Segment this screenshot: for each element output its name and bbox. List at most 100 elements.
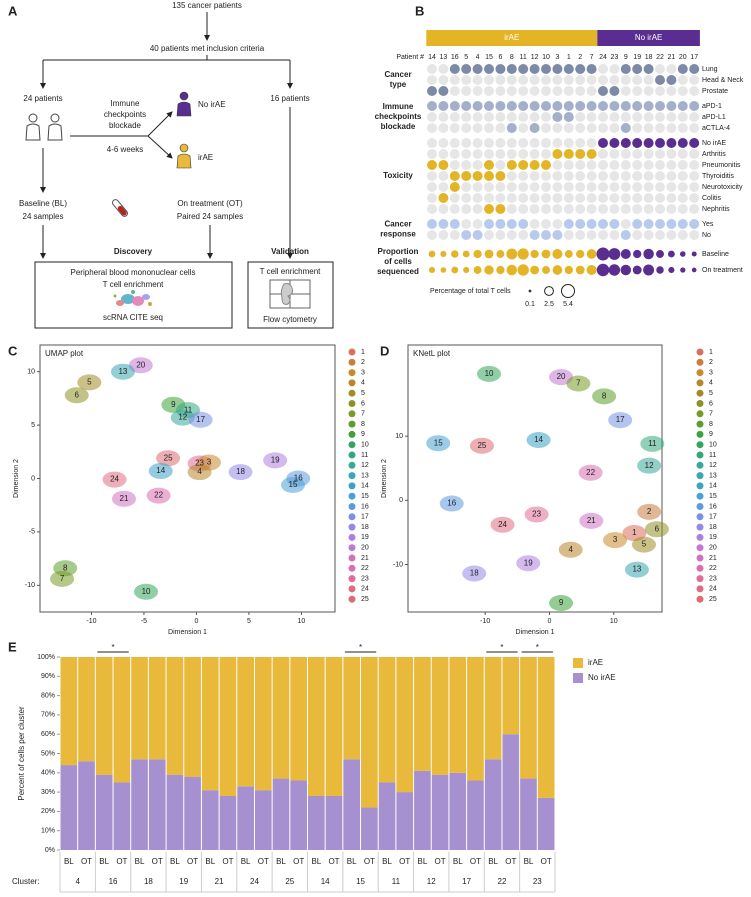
dot bbox=[438, 112, 449, 122]
blob bbox=[131, 290, 135, 294]
cluster-label: 24 bbox=[498, 520, 507, 529]
row-label: No irAE bbox=[702, 140, 726, 147]
legend-label: 4 bbox=[709, 380, 713, 387]
dot bbox=[529, 75, 540, 85]
dot bbox=[598, 64, 608, 74]
dot bbox=[461, 75, 472, 85]
dot bbox=[518, 138, 529, 148]
step: On treatment (OT) bbox=[177, 199, 243, 208]
step: Immune bbox=[111, 99, 140, 108]
dot bbox=[586, 101, 597, 111]
legend-swatch bbox=[348, 482, 356, 490]
dot bbox=[677, 171, 688, 181]
legend-swatch bbox=[348, 461, 356, 469]
dot bbox=[643, 219, 654, 229]
group-name: No irAE bbox=[635, 33, 663, 42]
dot bbox=[620, 75, 631, 85]
dot bbox=[541, 149, 551, 159]
dot bbox=[620, 101, 631, 111]
cluster-blob bbox=[579, 512, 604, 529]
dot bbox=[541, 171, 551, 181]
bar-segment bbox=[414, 657, 431, 771]
size-legend-label: 5.4 bbox=[563, 301, 573, 308]
dot bbox=[427, 219, 437, 229]
bar-segment bbox=[95, 657, 113, 775]
head bbox=[28, 113, 38, 123]
dot bbox=[484, 86, 494, 96]
dot bbox=[563, 112, 574, 122]
dot bbox=[677, 193, 688, 203]
cluster-blob bbox=[549, 595, 574, 612]
size-dot bbox=[484, 249, 494, 259]
legend-swatch bbox=[696, 451, 704, 459]
cluster-label: 2 bbox=[647, 507, 652, 516]
cluster-label: 6 bbox=[75, 390, 80, 399]
dot bbox=[552, 86, 563, 96]
step: blockade bbox=[109, 121, 142, 130]
bar-segment bbox=[378, 657, 396, 783]
patient-id: 5 bbox=[464, 54, 468, 61]
dot bbox=[484, 138, 494, 148]
bar-segment bbox=[131, 759, 148, 850]
dot bbox=[506, 193, 517, 203]
arrow bbox=[147, 111, 173, 137]
x-tick-label: BL bbox=[205, 857, 215, 866]
patient-id: 8 bbox=[510, 54, 514, 61]
legend-swatch bbox=[696, 358, 704, 366]
dot bbox=[529, 86, 540, 96]
dot bbox=[575, 123, 586, 133]
size-dot bbox=[680, 267, 686, 273]
dot bbox=[472, 86, 483, 96]
dot bbox=[449, 204, 460, 214]
dot bbox=[427, 138, 437, 148]
legend-label: 14 bbox=[361, 483, 369, 490]
step: scRNA CITE seq bbox=[103, 313, 163, 322]
dot bbox=[541, 86, 551, 96]
group-label: 21 bbox=[215, 877, 224, 886]
dot bbox=[643, 112, 654, 122]
dot bbox=[438, 182, 449, 192]
dot bbox=[461, 160, 472, 170]
bar-segment bbox=[520, 778, 537, 850]
dot bbox=[427, 64, 437, 74]
dot bbox=[529, 64, 540, 74]
dot bbox=[689, 171, 700, 181]
y-tick-label: 0 bbox=[31, 475, 35, 482]
legend-swatch bbox=[348, 585, 356, 593]
dot bbox=[472, 230, 483, 240]
panel-label: E bbox=[8, 639, 17, 654]
dot bbox=[563, 86, 574, 96]
cluster-label: 18 bbox=[236, 467, 245, 476]
dot bbox=[586, 138, 597, 148]
dot bbox=[461, 193, 472, 203]
dot bbox=[541, 182, 551, 192]
dot bbox=[598, 230, 608, 240]
group-name: irAE bbox=[504, 33, 519, 42]
dot bbox=[598, 112, 608, 122]
size-dot bbox=[691, 267, 697, 273]
size-dot bbox=[552, 265, 563, 275]
size-dot bbox=[656, 250, 664, 258]
bar-segment bbox=[78, 657, 95, 762]
dot bbox=[563, 138, 574, 148]
dot bbox=[632, 149, 643, 159]
size-dot bbox=[633, 249, 642, 259]
dot bbox=[427, 193, 437, 203]
row-label: Prostate bbox=[702, 88, 728, 95]
cluster-label: 6 bbox=[655, 524, 660, 533]
cluster-blob bbox=[524, 506, 549, 523]
umap-icon bbox=[113, 290, 152, 306]
dot bbox=[655, 171, 665, 181]
dot bbox=[643, 149, 654, 159]
bar-segment bbox=[502, 734, 520, 850]
cluster-blob bbox=[516, 555, 541, 572]
size-legend-label: 0.1 bbox=[525, 301, 535, 308]
x-tick-label: BL bbox=[488, 857, 498, 866]
dot bbox=[575, 230, 586, 240]
size-dot bbox=[462, 250, 470, 258]
dot bbox=[666, 112, 677, 122]
step: Baseline (BL) bbox=[19, 199, 67, 208]
bar-segment bbox=[148, 657, 166, 760]
row-label: aPD-1 bbox=[702, 103, 722, 110]
size-dot bbox=[530, 265, 540, 275]
